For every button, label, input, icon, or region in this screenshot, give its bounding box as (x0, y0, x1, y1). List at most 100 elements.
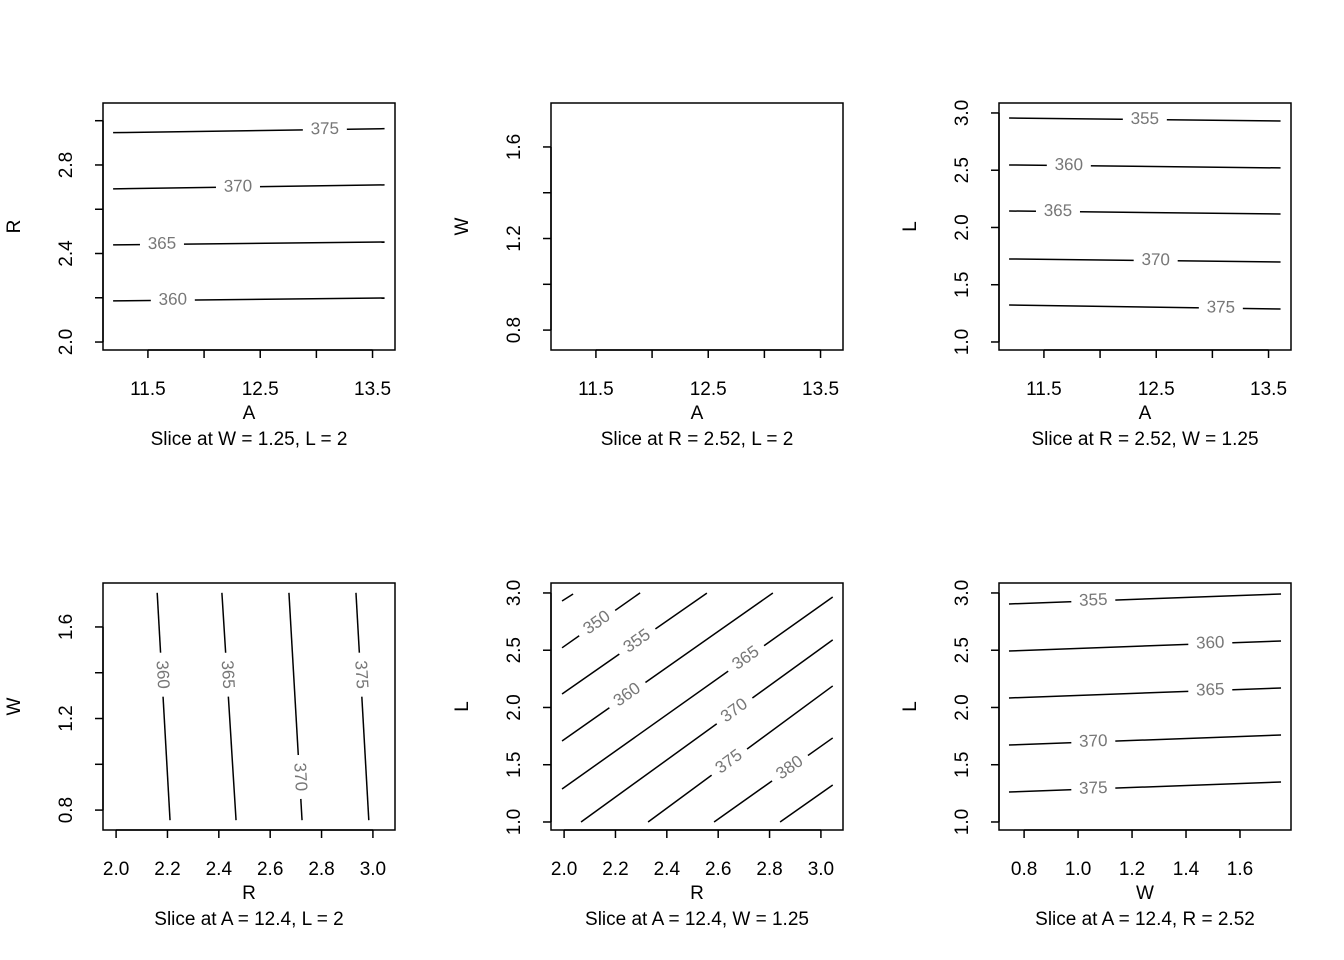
label-gap (573, 602, 621, 644)
contour-line (1008, 734, 1282, 746)
y-tick-label: 1.0 (952, 329, 973, 355)
x-tick-label: 2.2 (602, 859, 628, 880)
plot-box (102, 582, 396, 831)
contour-label-group: 380 (766, 747, 814, 790)
contour-label: 365 (148, 234, 177, 253)
label-gap (302, 119, 347, 140)
contour-label-group: 375 (349, 652, 372, 698)
label-gap (139, 234, 185, 255)
x-tick-label: 13.5 (802, 379, 839, 400)
contour-label-group: 360 (603, 674, 652, 716)
contour-label-group: 375 (302, 119, 347, 140)
label-gap (1133, 250, 1178, 271)
panel: 11.5 12.5 13.5 0.8 1.2 1.6 A W Slice at R = 2.52… (452, 102, 844, 450)
y-tick-label: 1.0 (952, 809, 973, 835)
x-tick-label: 11.5 (1026, 379, 1062, 400)
panel: 375 370 365 360 11.5 12.5 13.5 2.0 2.4 2.8 A R Slice… (4, 102, 396, 450)
label-gap (705, 741, 753, 784)
x-tick-label: 12.5 (242, 379, 279, 400)
contour-label: 365 (218, 660, 239, 689)
x-tick-label: 2.8 (308, 859, 334, 880)
x-tick-label: 2.8 (756, 859, 782, 880)
x-axis-label: A (243, 403, 256, 424)
contour-label-group: 355 (1070, 590, 1116, 612)
panel-title: Slice at A = 12.4, R = 2.52 (1035, 909, 1255, 930)
contour-line (561, 592, 774, 742)
contour-label: 370 (224, 176, 253, 195)
panel-title: Slice at R = 2.52, W = 1.25 (1031, 429, 1258, 450)
x-tick-label: 2.0 (551, 859, 577, 880)
label-gap (613, 620, 662, 663)
x-tick-label: 1.2 (1119, 859, 1145, 880)
plot-box (998, 582, 1292, 831)
contour-label-group: 365 (215, 652, 239, 698)
y-axis-label: W (4, 697, 25, 715)
x-tick-label: 1.0 (1065, 859, 1091, 880)
contour-line (1008, 593, 1282, 605)
y-tick-label: 2.0 (504, 694, 525, 720)
y-axis-label: R (4, 220, 25, 234)
contour-line (156, 592, 171, 821)
y-tick-label: 2.0 (952, 214, 973, 240)
contour-label: 370 (1079, 731, 1108, 751)
contour-line (1008, 640, 1282, 652)
y-tick-label: 2.8 (56, 152, 77, 178)
contour-label-group: 375 (1198, 297, 1243, 319)
y-axis-label: L (452, 701, 473, 712)
y-tick-label: 1.0 (504, 809, 525, 835)
x-tick-label: 13.5 (1250, 379, 1287, 400)
x-axis-label: R (242, 883, 256, 904)
y-axis-label: W (452, 217, 473, 235)
contour-label: 375 (1079, 778, 1108, 798)
y-tick-label: 1.5 (952, 272, 973, 298)
contour-label-group: 355 (613, 620, 662, 663)
y-axis-label: L (900, 221, 921, 232)
x-tick-label: 11.5 (578, 379, 614, 400)
y-tick-label: 1.2 (56, 705, 77, 731)
contour-label: 365 (1196, 680, 1225, 700)
y-tick-label: 2.5 (952, 637, 973, 663)
contour-line (580, 639, 834, 823)
label-gap (1070, 731, 1116, 753)
contour-label: 370 (1141, 250, 1170, 269)
y-tick-label: 2.5 (504, 637, 525, 663)
y-tick-label: 1.5 (952, 752, 973, 778)
contour-label-group: 360 (150, 290, 195, 311)
y-tick-label: 3.0 (504, 580, 525, 606)
contour-label-group: 365 (722, 637, 770, 680)
contour-label: 365 (1044, 201, 1073, 220)
y-tick-label: 1.2 (504, 225, 525, 251)
plot-box (550, 102, 844, 351)
contour-label-group: 360 (1187, 633, 1233, 655)
x-tick-label: 1.4 (1173, 859, 1200, 880)
y-tick-label: 1.5 (504, 752, 525, 778)
label-gap (722, 637, 770, 680)
contour-label-group: 365 (1035, 201, 1081, 222)
contour-label: 355 (1131, 109, 1160, 128)
label-gap (349, 652, 372, 698)
x-tick-label: 2.2 (154, 859, 180, 880)
y-tick-label: 0.8 (56, 797, 77, 823)
contour-label: 360 (1196, 633, 1225, 653)
panel-title: Slice at R = 2.52, L = 2 (601, 429, 794, 450)
y-tick-label: 3.0 (952, 100, 973, 126)
panel-title: Slice at A = 12.4, W = 1.25 (585, 909, 809, 930)
x-tick-label: 3.0 (808, 859, 834, 880)
x-tick-label: 2.0 (103, 859, 129, 880)
x-axis-label: A (691, 403, 704, 424)
contour-label-group: 350 (573, 602, 621, 644)
contour-label-group: 370 (1133, 250, 1178, 271)
contour-label: 355 (1079, 590, 1108, 610)
x-tick-label: 2.6 (705, 859, 731, 880)
label-gap (1070, 590, 1116, 612)
label-gap (1046, 155, 1091, 176)
label-gap (1187, 679, 1233, 702)
y-tick-label: 2.0 (56, 329, 77, 355)
contour-label-group: 360 (150, 652, 173, 698)
panel: 355 360 365 370 375 11.5 12.5 13.5 1.0 1.5 2.0 2.5 3… (900, 100, 1292, 450)
label-gap (215, 176, 261, 198)
contour-label: 375 (351, 660, 372, 689)
plot-box (102, 102, 396, 351)
y-tick-label: 1.6 (56, 614, 77, 640)
